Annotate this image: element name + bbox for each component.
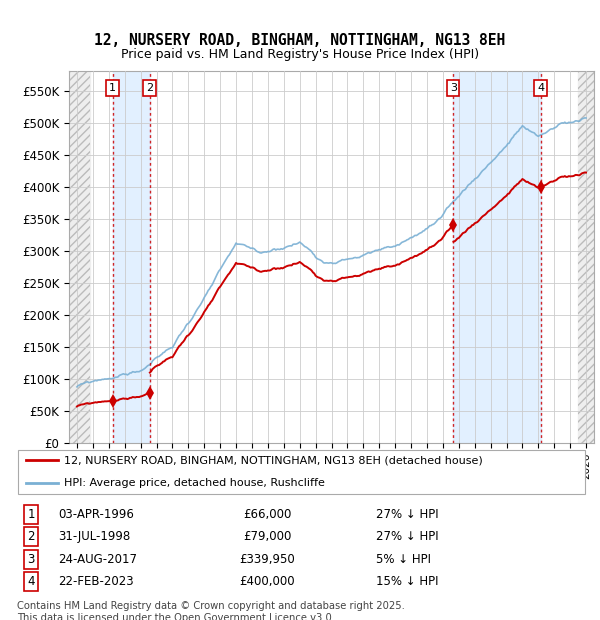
Text: 3: 3 [450,83,457,93]
Text: 27% ↓ HPI: 27% ↓ HPI [376,508,439,521]
Text: £79,000: £79,000 [243,530,292,543]
Text: 24-AUG-2017: 24-AUG-2017 [58,552,137,565]
Text: HPI: Average price, detached house, Rushcliffe: HPI: Average price, detached house, Rush… [64,479,325,489]
Text: 1: 1 [109,83,116,93]
Text: Contains HM Land Registry data © Crown copyright and database right 2025.
This d: Contains HM Land Registry data © Crown c… [17,601,404,620]
Text: 31-JUL-1998: 31-JUL-1998 [58,530,130,543]
FancyBboxPatch shape [18,450,585,494]
Text: 27% ↓ HPI: 27% ↓ HPI [376,530,439,543]
Text: 2: 2 [146,83,154,93]
Text: 22-FEB-2023: 22-FEB-2023 [58,575,134,588]
Text: £339,950: £339,950 [239,552,295,565]
Text: £400,000: £400,000 [239,575,295,588]
Text: 1: 1 [27,508,35,521]
Text: 12, NURSERY ROAD, BINGHAM, NOTTINGHAM, NG13 8EH: 12, NURSERY ROAD, BINGHAM, NOTTINGHAM, N… [94,33,506,48]
Bar [69,71,91,443]
Bar [578,71,594,443]
Text: £66,000: £66,000 [243,508,292,521]
Text: 12, NURSERY ROAD, BINGHAM, NOTTINGHAM, NG13 8EH (detached house): 12, NURSERY ROAD, BINGHAM, NOTTINGHAM, N… [64,455,482,465]
Text: Price paid vs. HM Land Registry's House Price Index (HPI): Price paid vs. HM Land Registry's House … [121,48,479,61]
Text: 5% ↓ HPI: 5% ↓ HPI [376,552,431,565]
Text: 4: 4 [27,575,35,588]
Text: 3: 3 [28,552,35,565]
Bar [453,71,541,443]
Text: 03-APR-1996: 03-APR-1996 [58,508,134,521]
Bar [113,71,150,443]
Bar [69,71,91,443]
Text: 15% ↓ HPI: 15% ↓ HPI [376,575,439,588]
Text: 2: 2 [27,530,35,543]
Text: 4: 4 [537,83,544,93]
Bar [578,71,594,443]
